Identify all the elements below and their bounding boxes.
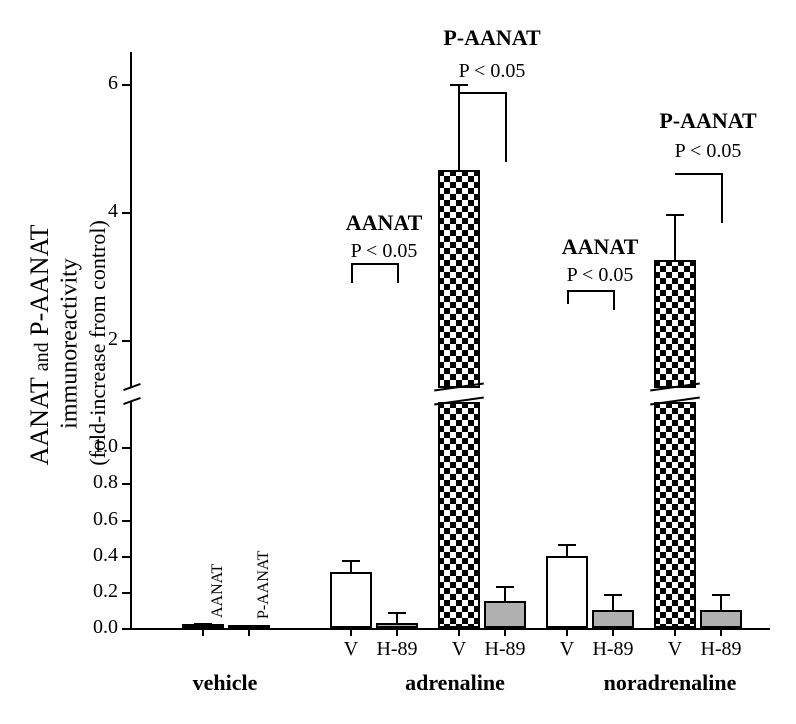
y-tick-label: 0.0	[70, 616, 118, 639]
error-bar-line	[504, 586, 506, 601]
bar-checker	[438, 402, 480, 628]
error-bar-cap	[558, 544, 576, 546]
y-tick	[122, 520, 130, 522]
bar-checker	[438, 170, 480, 388]
sig-bracket-v	[505, 92, 507, 162]
error-bar-line	[458, 84, 460, 170]
condition-label: V	[434, 638, 484, 661]
error-bar-cap	[604, 594, 622, 596]
x-tick	[350, 628, 352, 636]
x-tick	[202, 628, 204, 636]
y-axis-lower	[130, 402, 132, 628]
sig-p-label: P < 0.05	[648, 140, 768, 163]
sig-bracket-h	[675, 173, 721, 175]
bar-checker	[654, 260, 696, 388]
y-tick-label: 0.4	[70, 544, 118, 567]
x-tick	[396, 628, 398, 636]
x-tick	[458, 628, 460, 636]
y-tick-label: 2	[70, 328, 118, 351]
sig-bracket-v	[613, 290, 615, 310]
x-tick	[674, 628, 676, 636]
sig-title: P-AANAT	[422, 25, 562, 51]
sig-bracket-h	[459, 92, 505, 94]
y-tick-label: 0.2	[70, 580, 118, 603]
y-tick	[122, 84, 130, 86]
sig-bracket-h	[567, 290, 613, 292]
bar	[546, 556, 588, 628]
y-tick	[122, 628, 130, 630]
x-tick	[248, 628, 250, 636]
condition-label: H-89	[372, 638, 422, 661]
sig-title: P-AANAT	[638, 108, 778, 134]
error-bar-cap	[342, 560, 360, 562]
sig-bracket-v	[351, 263, 353, 283]
bar-rot-label: P-AANAT	[255, 551, 273, 619]
condition-label: H-89	[480, 638, 530, 661]
x-tick	[720, 628, 722, 636]
bar-checker	[654, 402, 696, 628]
bar	[376, 623, 418, 628]
error-bar-cap	[666, 214, 684, 216]
error-bar-line	[720, 594, 722, 610]
bar	[484, 601, 526, 628]
sig-bracket-v	[721, 173, 723, 223]
condition-label: H-89	[696, 638, 746, 661]
y-tick	[122, 483, 130, 485]
x-tick	[504, 628, 506, 636]
y-tick-label: 0.8	[70, 471, 118, 494]
error-bar-cap	[450, 84, 468, 86]
condition-label: V	[326, 638, 376, 661]
x-tick	[566, 628, 568, 636]
condition-label: H-89	[588, 638, 638, 661]
group-label: adrenaline	[375, 670, 535, 696]
y-tick	[122, 447, 130, 449]
y-tick	[122, 212, 130, 214]
sig-bracket-v	[397, 263, 399, 283]
sig-p-label: P < 0.05	[540, 264, 660, 287]
axis-break-mark	[123, 397, 141, 405]
y-tick	[122, 592, 130, 594]
error-bar-cap	[496, 586, 514, 588]
bar-rot-label: AANAT	[209, 564, 227, 618]
sig-bracket-v	[567, 290, 569, 304]
sig-title: AANAT	[314, 210, 454, 236]
axis-break-mark	[123, 383, 141, 391]
bar	[592, 610, 634, 628]
bar	[182, 624, 224, 628]
group-label: noradrenaline	[590, 670, 750, 696]
x-tick	[612, 628, 614, 636]
y-tick-label: 4	[70, 200, 118, 223]
y-axis-label-line1: AANAT and P-AANAT	[25, 205, 55, 485]
sig-title: AANAT	[530, 234, 670, 260]
error-bar-cap	[194, 623, 212, 625]
condition-label: V	[542, 638, 592, 661]
sig-p-label: P < 0.05	[324, 240, 444, 263]
bar-checker	[228, 625, 270, 628]
sig-bracket-h	[351, 263, 397, 265]
y-tick-label: 1.0	[70, 435, 118, 458]
group-label: vehicle	[145, 670, 305, 696]
bar	[330, 572, 372, 628]
chart-container: AANAT and P-AANAT immunoreactivity (fold…	[0, 0, 796, 724]
y-axis-upper	[130, 52, 132, 388]
y-tick-label: 6	[70, 72, 118, 95]
y-tick	[122, 340, 130, 342]
error-bar-line	[674, 214, 676, 260]
error-bar-line	[612, 594, 614, 610]
error-bar-cap	[712, 594, 730, 596]
error-bar-cap	[388, 612, 406, 614]
condition-label: V	[650, 638, 700, 661]
y-tick	[122, 556, 130, 558]
y-tick-label: 0.6	[70, 508, 118, 531]
bar	[700, 610, 742, 628]
sig-p-label: P < 0.05	[432, 60, 552, 83]
